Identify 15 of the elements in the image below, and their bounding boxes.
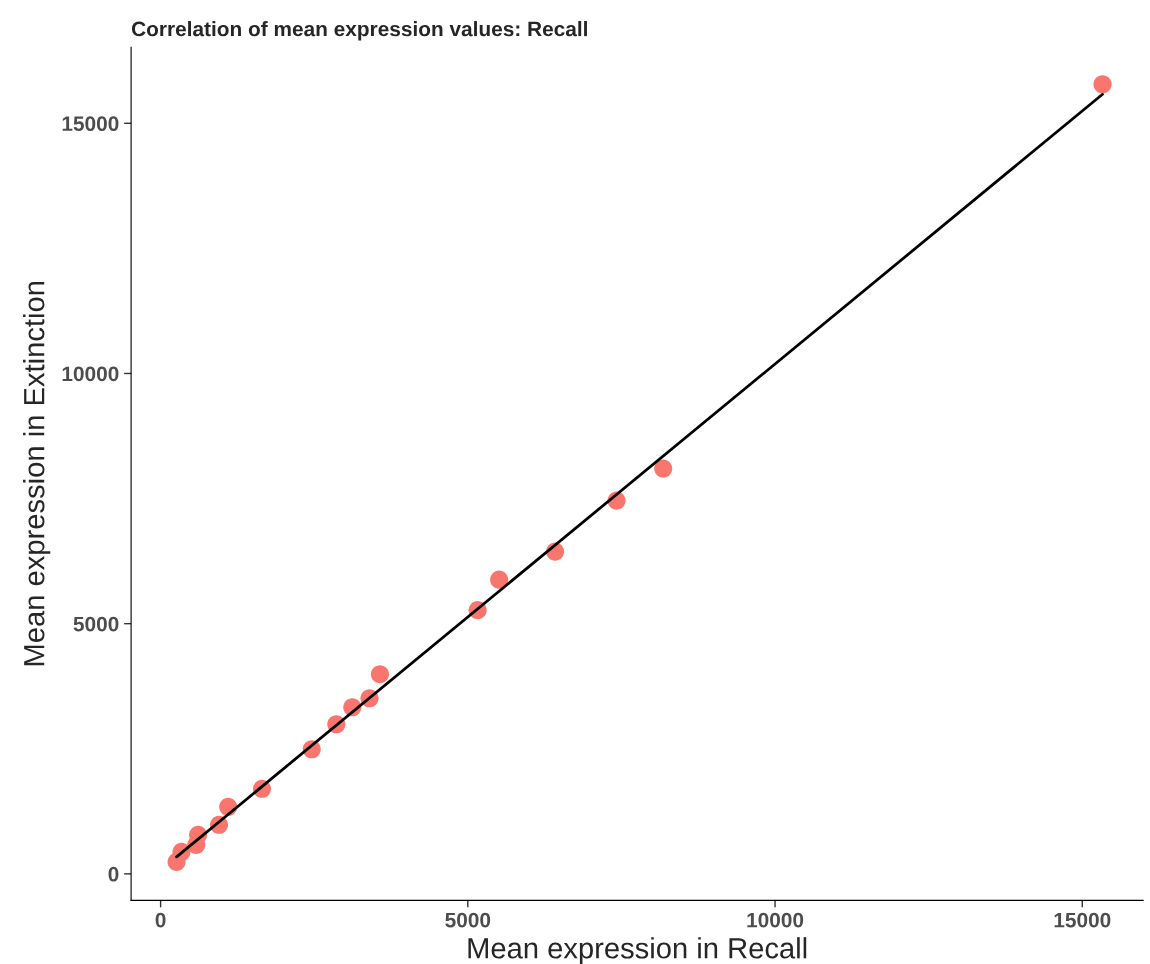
x-tick-label: 5000 [445, 912, 491, 928]
chart-title: Correlation of mean expression values: Recall [131, 21, 587, 41]
y-tick-label: 0 [108, 866, 119, 882]
x-tick-label: 15000 [1054, 912, 1111, 928]
point [370, 665, 390, 684]
x-tick-label: 0 [155, 912, 166, 928]
point [490, 570, 509, 589]
y-tick-label: 10000 [62, 366, 119, 382]
x-tick-label: 10000 [747, 912, 804, 928]
y-axis-title: Mean expression in Extinction [23, 281, 51, 666]
x-axis-title: Mean expression in Recall [468, 937, 807, 964]
y-tick-label: 15000 [62, 116, 119, 132]
point [1093, 75, 1112, 94]
point [654, 459, 673, 478]
y-tick-label: 5000 [73, 616, 119, 632]
